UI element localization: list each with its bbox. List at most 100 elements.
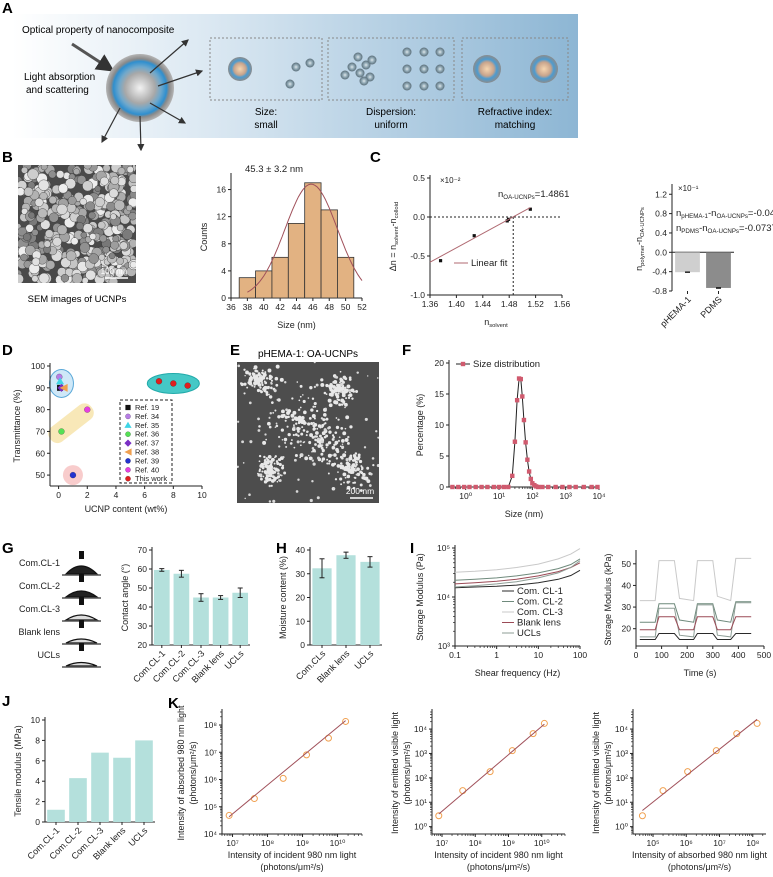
droplet — [64, 565, 99, 575]
data-point — [125, 413, 131, 420]
data-point — [125, 431, 131, 438]
chart-d: 50 60 70 80 90 100 0 2 4 6 8 10 UCNP content (wt%) Tr… — [12, 361, 207, 514]
nanoparticle — [284, 415, 288, 419]
nanoparticle — [315, 383, 319, 387]
x-tick-label: 10⁷ — [436, 838, 449, 848]
nanoparticle — [128, 197, 136, 208]
series-line — [639, 602, 752, 638]
nanoparticle — [24, 245, 36, 256]
nanoparticle — [337, 471, 339, 473]
y-tick-label: 30 — [622, 602, 632, 612]
y-tick-label: -0.8 — [652, 286, 667, 296]
nanoparticle — [268, 395, 273, 399]
nanoparticle — [327, 426, 330, 430]
y-tick-label: 10 — [296, 616, 306, 626]
bar — [113, 757, 131, 822]
nanoparticle — [361, 476, 365, 480]
x-tick-label: 1.40 — [448, 299, 465, 309]
data-point — [496, 484, 502, 490]
nanoparticle — [270, 461, 273, 464]
nanoparticle — [21, 166, 28, 174]
text-part: n — [676, 208, 681, 219]
nanoparticle — [351, 459, 355, 462]
nanoparticle — [100, 176, 109, 186]
nanoparticle — [38, 272, 50, 283]
nanoparticle — [348, 471, 350, 474]
data-point — [473, 484, 478, 490]
nanoparticle — [339, 370, 342, 373]
panel-label-c: C — [370, 149, 381, 166]
nanoparticle — [303, 441, 306, 443]
chart-k2: 10⁰ 10¹ 10² 10³ 10⁴ 10⁷ 10⁸ 10⁹ 10¹⁰ Intensity of… — [390, 709, 566, 872]
nanoparticle — [356, 472, 361, 477]
x-tick-label: 10¹⁰ — [534, 838, 550, 848]
box-refractive-label-2: matching — [495, 120, 536, 131]
nanoparticle — [317, 437, 321, 441]
nanoparticle — [298, 415, 302, 419]
nanoparticle — [348, 480, 351, 483]
nanoparticle — [116, 224, 125, 232]
y-tick-label: 10⁰ — [414, 822, 427, 832]
data-point — [514, 398, 520, 403]
nanoparticle — [297, 429, 300, 433]
nanoparticle — [244, 497, 246, 500]
nanoparticle — [40, 219, 51, 230]
bar — [675, 252, 700, 273]
nanoparticle — [294, 417, 299, 422]
nanoparticle — [48, 195, 57, 205]
nanoparticle — [314, 435, 317, 438]
nanoparticle — [97, 221, 106, 230]
nanoparticle — [336, 385, 341, 389]
y-tick-label: 10 — [31, 715, 41, 725]
nanoparticle — [296, 426, 300, 431]
series-line — [639, 633, 752, 640]
nanoparticle — [85, 269, 96, 281]
y-axis-label: Transmittance (%) — [12, 389, 22, 462]
nanoparticle — [260, 477, 263, 481]
nanoparticle — [94, 197, 105, 208]
x-tick-label: 50 — [341, 302, 351, 312]
y-tick-label: 15 — [435, 389, 445, 399]
nanoparticle — [79, 198, 87, 206]
category-label: UCLs — [126, 825, 149, 848]
nanoparticle — [273, 462, 276, 465]
x-tick-label: 8 — [171, 490, 176, 500]
nanoparticle — [270, 382, 273, 385]
data-point — [59, 383, 68, 392]
legend-label: This work — [135, 474, 167, 483]
y-tick-label: 10⁴ — [615, 724, 628, 734]
nanoparticle — [79, 242, 91, 253]
nanoparticle — [310, 421, 314, 425]
nanoparticle — [319, 434, 322, 438]
nanoparticle — [248, 493, 251, 496]
nanoparticle — [245, 370, 249, 375]
legend-label: Ref. 39 — [135, 456, 159, 465]
nanoparticle — [293, 424, 295, 427]
nanoparticle — [291, 397, 294, 400]
nanoparticle — [324, 407, 327, 410]
nanoparticle — [251, 384, 254, 387]
y-tick-label: 10³ — [616, 748, 628, 758]
nanoparticle — [344, 476, 347, 479]
data-point — [58, 428, 65, 435]
nanoparticle — [316, 427, 319, 430]
y-tick-label: 70 — [138, 545, 148, 555]
bar — [706, 252, 731, 288]
data-point — [491, 484, 497, 490]
nanoparticle — [344, 402, 348, 407]
x-tick-label: 10⁷ — [226, 838, 239, 848]
nanoparticle — [295, 422, 298, 425]
nanoparticle — [264, 460, 269, 465]
bar — [232, 592, 249, 645]
nanoparticle — [351, 463, 356, 467]
droplet-sample-label: Com.CL-3 — [19, 604, 60, 614]
nanoparticle — [126, 166, 134, 174]
nanoparticle — [126, 204, 133, 212]
data-point — [712, 747, 720, 755]
x-axis-label: Intensity of incident 980 nm light — [228, 850, 357, 860]
data-point — [225, 811, 233, 819]
data-point — [684, 768, 692, 776]
nanoparticle — [270, 474, 273, 478]
panel-label-e: E — [230, 342, 240, 359]
droplet — [65, 661, 98, 667]
